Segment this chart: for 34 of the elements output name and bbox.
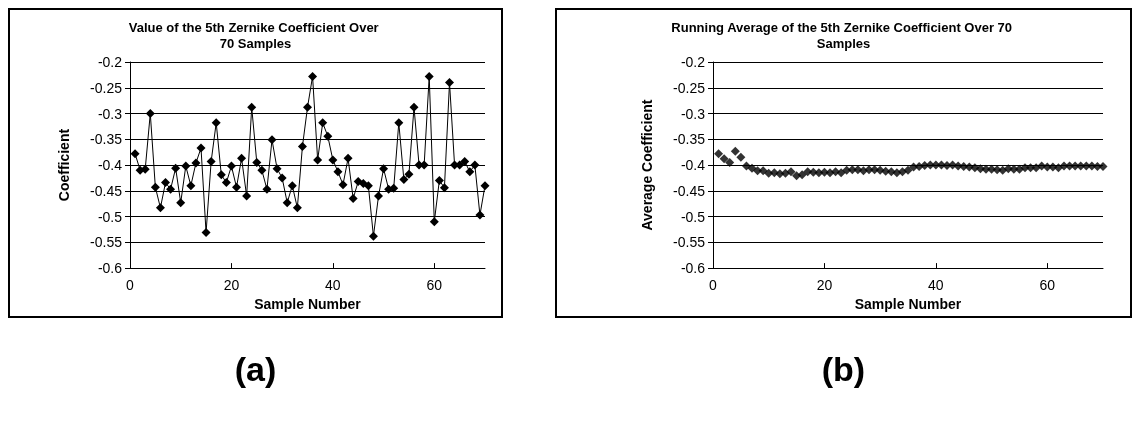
- y-tick-label: -0.25: [90, 79, 123, 96]
- x-tick-label: 40: [325, 277, 341, 294]
- chart-title: Value of the 5th Zernike Coefficient Over 70 Samples: [128, 19, 383, 51]
- x-tick-label: 0: [709, 277, 718, 294]
- y-tick-label: -0.2: [97, 54, 123, 70]
- y-tick-label: -0.25: [673, 79, 706, 96]
- x-tick-label: 0: [126, 277, 135, 294]
- y-tick-label: -0.3: [680, 105, 706, 122]
- x-tick-label: 40: [928, 277, 944, 294]
- y-tick-label: -0.45: [90, 182, 123, 199]
- text: (b): [820, 350, 867, 389]
- y-tick-label: -0.35: [90, 131, 123, 148]
- text: (a): [233, 350, 278, 389]
- y-tick-label: -0.2: [680, 54, 706, 70]
- y-tick-label: -0.5: [680, 208, 706, 225]
- chart-title: Running Average of the 5th Zernike Coefficient Over 70 Samples: [671, 19, 1016, 51]
- y-tick-label: -0.3: [97, 105, 123, 122]
- y-tick-label: -0.4: [680, 157, 706, 174]
- x-tick-label: 20: [816, 277, 833, 294]
- x-tick-label: 60: [426, 277, 443, 294]
- y-axis-title: Coefficient: [56, 128, 72, 202]
- y-tick-label: -0.4: [97, 157, 123, 174]
- y-axis-title: Average Coefficient: [639, 99, 655, 231]
- y-tick-label: -0.6: [97, 260, 123, 277]
- y-tick-label: -0.55: [673, 234, 706, 251]
- y-tick-label: -0.6: [680, 260, 706, 277]
- x-axis-title: Sample Number: [854, 296, 962, 312]
- y-tick-label: -0.55: [90, 234, 123, 251]
- y-tick-label: -0.35: [673, 131, 706, 148]
- x-tick-label: 20: [223, 277, 240, 294]
- x-axis-title: Sample Number: [254, 296, 362, 312]
- y-tick-label: -0.45: [673, 182, 706, 199]
- x-tick-label: 60: [1039, 277, 1056, 294]
- y-tick-label: -0.5: [97, 208, 123, 225]
